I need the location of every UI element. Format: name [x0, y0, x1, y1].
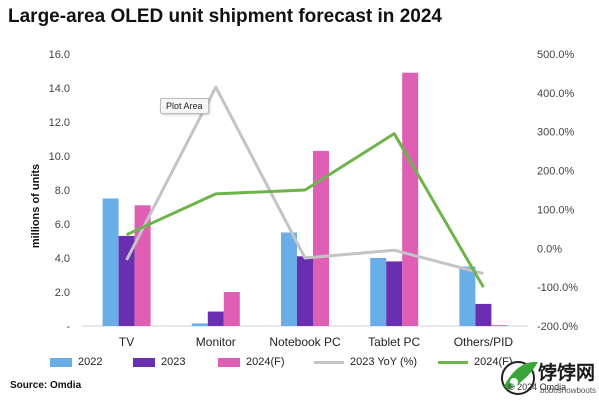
y-tick-label: 6.0: [55, 219, 70, 231]
legend-item-2024f: 2024(F): [218, 356, 285, 368]
y2-tick-label: 500.0%: [537, 49, 575, 61]
category-label: Monitor: [196, 335, 236, 349]
line-series-1: [125, 132, 485, 288]
bar-2023-0: [118, 235, 135, 326]
y-axis-label: millions of units: [30, 164, 42, 248]
bar-2023-4: [475, 303, 492, 326]
y2-tick-label: 0.0%: [537, 243, 562, 255]
bar-2024f-3: [402, 72, 419, 326]
y-tick-label: -: [66, 321, 70, 333]
bar-2023-2: [297, 256, 313, 326]
watermark-text: 饽饽网: [538, 363, 596, 384]
source-note: Source: Omdia: [10, 380, 82, 391]
line-series-0: [125, 85, 484, 275]
legend-line-swatch: [314, 360, 344, 364]
legend-item-2023: 2023: [133, 356, 185, 368]
chart-title: Large-area OLED unit shipment forecast i…: [8, 6, 442, 27]
bar-2024f-4: [491, 325, 508, 326]
legend-swatch: [133, 357, 155, 367]
legend-swatch: [50, 357, 72, 367]
copyright-note: © 2024 Omdia: [508, 382, 567, 392]
legend-line-swatch: [438, 360, 468, 364]
y-tick-label: 2.0: [55, 287, 70, 299]
legend-label: 2023: [161, 356, 186, 368]
legend-item-2022: 2022: [50, 356, 102, 368]
y-tick-label: 4.0: [55, 253, 70, 265]
watermark-logo-icon: [501, 361, 538, 395]
y-tick-label: 12.0: [49, 117, 70, 129]
y2-tick-label: -100.0%: [537, 282, 578, 294]
legend-label: 2023 YoY (%): [350, 356, 418, 368]
legend: 2022 2023 2024(F) 2023 YoY (%) 2024(F): [50, 356, 595, 374]
legend-label: 2024(F): [246, 356, 285, 368]
left-axis-ticks: - 2.0 4.0 6.0 8.0 10.0 12.0 14.0 16.0: [49, 49, 71, 333]
bar-2022-4: [459, 266, 476, 326]
yoy-lines: [125, 85, 485, 288]
bars: [102, 72, 508, 326]
bar-2023-1: [207, 311, 224, 326]
category-label: Notebook PC: [269, 335, 341, 349]
legend-label: 2024(F): [474, 356, 513, 368]
bar-2022-3: [370, 258, 387, 326]
bar-2022-1: [191, 323, 208, 326]
y2-tick-label: 300.0%: [537, 127, 575, 139]
y-tick-label: 16.0: [49, 49, 70, 61]
category-label: TV: [119, 335, 134, 349]
bar-2022-0: [102, 198, 119, 326]
y2-tick-label: 400.0%: [537, 88, 575, 100]
legend-swatch: [218, 357, 240, 367]
bar-2024f-1: [223, 292, 240, 326]
category-labels: TV Monitor Notebook PC Tablet PC Others/PID: [119, 335, 513, 349]
right-axis-ticks: -200.0% -100.0% 0.0% 100.0% 200.0% 300.0% 400.…: [537, 49, 578, 333]
bar-2023-3: [386, 261, 403, 326]
y2-tick-label: -200.0%: [537, 321, 578, 333]
bar-2022-2: [281, 232, 297, 326]
watermark-url: bobosnowboots: [540, 386, 597, 395]
y-tick-label: 14.0: [49, 83, 70, 95]
y-tick-label: 10.0: [49, 151, 70, 163]
legend-label: 2022: [78, 356, 103, 368]
category-label: Tablet PC: [368, 335, 420, 349]
category-label: Others/PID: [454, 335, 514, 349]
y2-tick-label: 100.0%: [537, 204, 575, 216]
legend-item-2024f-yoy: 2024(F): [438, 356, 513, 368]
legend-item-2023-yoy: 2023 YoY (%): [314, 356, 417, 368]
plot-area-tooltip: Plot Area: [160, 98, 209, 114]
watermark: 饽饽网 bobosnowboots: [498, 356, 597, 400]
y-tick-label: 8.0: [55, 185, 70, 197]
y2-tick-label: 200.0%: [537, 166, 575, 178]
bar-2024f-2: [313, 150, 329, 326]
